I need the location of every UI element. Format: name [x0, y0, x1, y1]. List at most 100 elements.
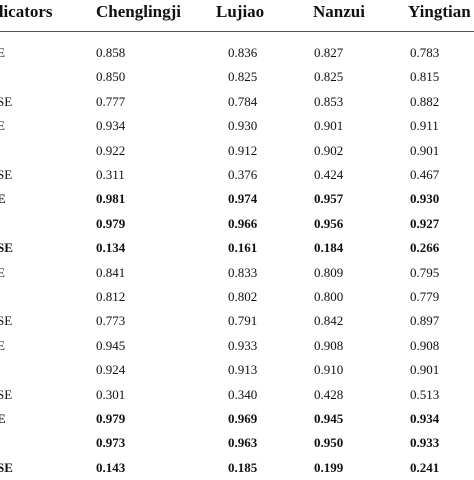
table-cell: 0.973	[96, 435, 126, 451]
table-cell: 0.901	[410, 142, 440, 158]
table-cell: 0.199	[314, 459, 344, 475]
table-cell: 0.424	[314, 167, 344, 182]
table-cell: 0.927	[410, 215, 440, 231]
table-row: SE 0.134 0.161 0.184 0.266	[0, 235, 474, 260]
table-row: E 0.841 0.833 0.809 0.795	[0, 260, 474, 285]
table-cell: 0.825	[228, 69, 258, 85]
row-label: SE	[0, 459, 13, 475]
table-cell: 0.911	[410, 118, 439, 134]
table-cell: 0.185	[228, 459, 258, 475]
table-row: E 0.945 0.933 0.908 0.908	[0, 333, 474, 358]
table-cell: 0.979	[96, 411, 126, 426]
table-cell: 0.241	[410, 459, 440, 475]
row-label: SE	[0, 240, 13, 256]
table-cell: 0.161	[228, 240, 258, 256]
table-row: E 0.858 0.836 0.827 0.783	[0, 40, 474, 65]
table-cell: 0.974	[228, 191, 258, 207]
table-row: SE 0.311 0.376 0.424 0.467	[0, 162, 474, 187]
table-cell: 0.791	[228, 313, 258, 329]
table-cell: 0.853	[314, 93, 344, 109]
table-cell: 0.800	[314, 289, 344, 304]
table-cell: 0.795	[410, 264, 440, 280]
table-cell: 0.897	[410, 313, 440, 329]
table-cell: 0.902	[314, 142, 344, 158]
table-cell: 0.945	[314, 411, 344, 426]
table-cell: 0.802	[228, 289, 258, 304]
table-cell: 0.901	[314, 118, 344, 134]
table-cell: 0.784	[228, 93, 258, 109]
table-cell: 0.266	[410, 240, 440, 256]
table-row: 0.924 0.913 0.910 0.901	[0, 357, 474, 382]
table-cell: 0.841	[96, 264, 126, 280]
table-cell: 0.950	[314, 435, 344, 451]
table-row: 0.973 0.963 0.950 0.933	[0, 430, 474, 455]
table-row: SE 0.301 0.340 0.428 0.513	[0, 382, 474, 407]
table-cell: 0.969	[228, 411, 258, 426]
table-cell: 0.825	[314, 69, 344, 85]
table-cell: 0.779	[410, 289, 440, 304]
header-indicators: dicators	[0, 2, 53, 21]
table-cell: 0.963	[228, 435, 258, 451]
table-row: SE 0.143 0.185 0.199 0.241	[0, 455, 474, 480]
table-cell: 0.467	[410, 167, 440, 182]
row-label: SE	[0, 93, 13, 109]
header-chenglingji: Chenglingji	[96, 2, 182, 21]
table-row: 0.850 0.825 0.825 0.815	[0, 64, 474, 89]
table-cell: 0.184	[314, 240, 344, 256]
table-cell: 0.908	[314, 337, 344, 353]
row-label: SE	[0, 313, 13, 329]
table-cell: 0.311	[96, 167, 125, 182]
table-cell: 0.901	[410, 362, 440, 378]
table-cell: 0.143	[96, 459, 126, 475]
table-cell: 0.882	[410, 93, 440, 109]
table-row: SE 0.773 0.791 0.842 0.897	[0, 308, 474, 333]
table-cell: 0.945	[96, 337, 126, 353]
table-cell: 0.934	[410, 411, 440, 426]
table-cell: 0.981	[96, 191, 126, 207]
header-nanzui: Nanzui	[313, 2, 365, 21]
table-cell: 0.836	[228, 45, 258, 60]
table-cell: 0.910	[314, 362, 344, 378]
row-label: E	[0, 337, 5, 353]
row-label: E	[0, 118, 5, 134]
table-cell: 0.956	[314, 215, 344, 231]
table-cell: 0.815	[410, 69, 440, 85]
row-label: SE	[0, 386, 13, 402]
table-cell: 0.777	[96, 93, 126, 109]
table-cell: 0.858	[96, 45, 126, 60]
table-cell: 0.809	[314, 264, 344, 280]
table-cell: 0.850	[96, 69, 126, 85]
row-label: E	[0, 191, 6, 207]
row-label: E	[0, 264, 5, 280]
row-label: SE	[0, 167, 13, 182]
table-row: SE 0.777 0.784 0.853 0.882	[0, 89, 474, 114]
table-cell: 0.933	[410, 435, 440, 451]
table-cell: 0.773	[96, 313, 126, 329]
table-cell: 0.930	[228, 118, 258, 134]
table-cell: 0.922	[96, 142, 126, 158]
table-cell: 0.842	[314, 313, 344, 329]
row-label: E	[0, 45, 5, 60]
table-header: dicators Chenglingji Lujiao Nanzui Yingt…	[0, 0, 474, 30]
table-cell: 0.134	[96, 240, 126, 256]
table-cell: 0.979	[96, 215, 126, 231]
header-lujiao: Lujiao	[216, 2, 265, 21]
table-cell: 0.340	[228, 386, 258, 402]
table-cell: 0.933	[228, 337, 258, 353]
table-cell: 0.827	[314, 45, 344, 60]
table-cell: 0.833	[228, 264, 258, 280]
table-cell: 0.966	[228, 215, 258, 231]
header-yingtian: Yingtian	[408, 2, 471, 21]
table-cell: 0.957	[314, 191, 344, 207]
table-cell: 0.908	[410, 337, 440, 353]
table-row: E 0.934 0.930 0.901 0.911	[0, 113, 474, 138]
table-cell: 0.930	[410, 191, 440, 207]
table-cell: 0.428	[314, 386, 344, 402]
row-label: E	[0, 411, 6, 426]
table-cell: 0.783	[410, 45, 440, 60]
table-cell: 0.913	[228, 362, 258, 378]
header-rule	[0, 31, 474, 32]
table-row: 0.812 0.802 0.800 0.779	[0, 284, 474, 309]
table-cell: 0.924	[96, 362, 126, 378]
table-cell: 0.301	[96, 386, 126, 402]
